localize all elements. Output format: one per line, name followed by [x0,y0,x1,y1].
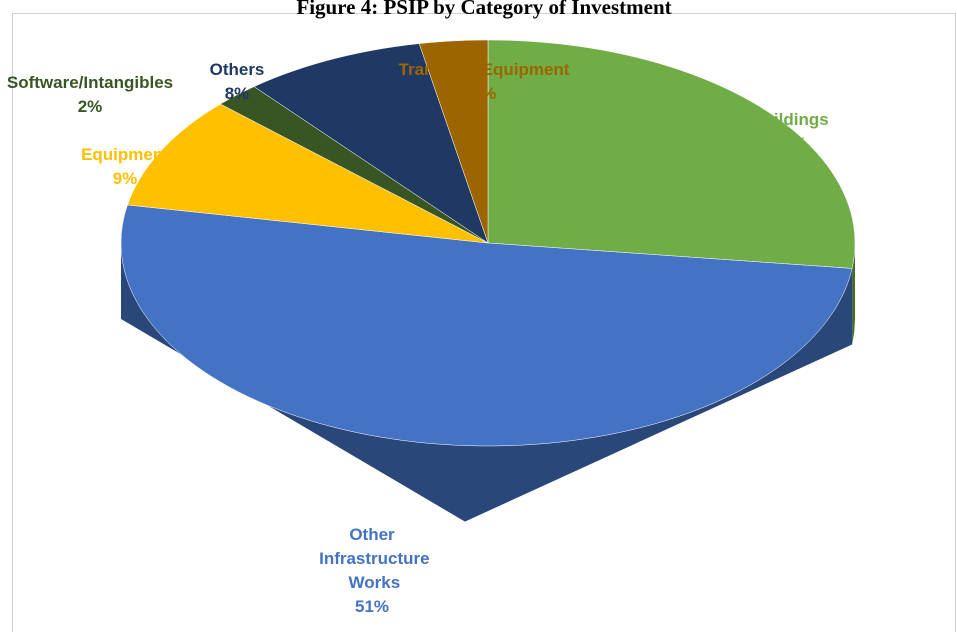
value-label: 51% [355,597,389,616]
slice [418,39,489,244]
value-label: 8% [225,84,250,103]
value-label: 2% [78,97,103,116]
slice-label: Other Infrastructure Works [314,525,429,592]
slice [487,39,856,269]
slice [120,204,853,447]
slice-label: Software/Intangibles [7,73,173,92]
slice-side [852,243,855,345]
slice-label: Others [210,60,265,79]
value-label: 9% [113,169,138,188]
slice-side [121,243,853,522]
slice [127,103,489,244]
slice-label: Equipment [81,145,169,164]
slice [253,43,489,244]
slice-label: Buildings [751,110,828,129]
value-label: 3% [472,84,497,103]
value-label: 27% [773,134,807,153]
slice-label: Transport Equipment [399,60,570,79]
chart-frame [12,13,956,632]
chart-title: Figure 4: PSIP by Category of Investment [296,0,671,19]
